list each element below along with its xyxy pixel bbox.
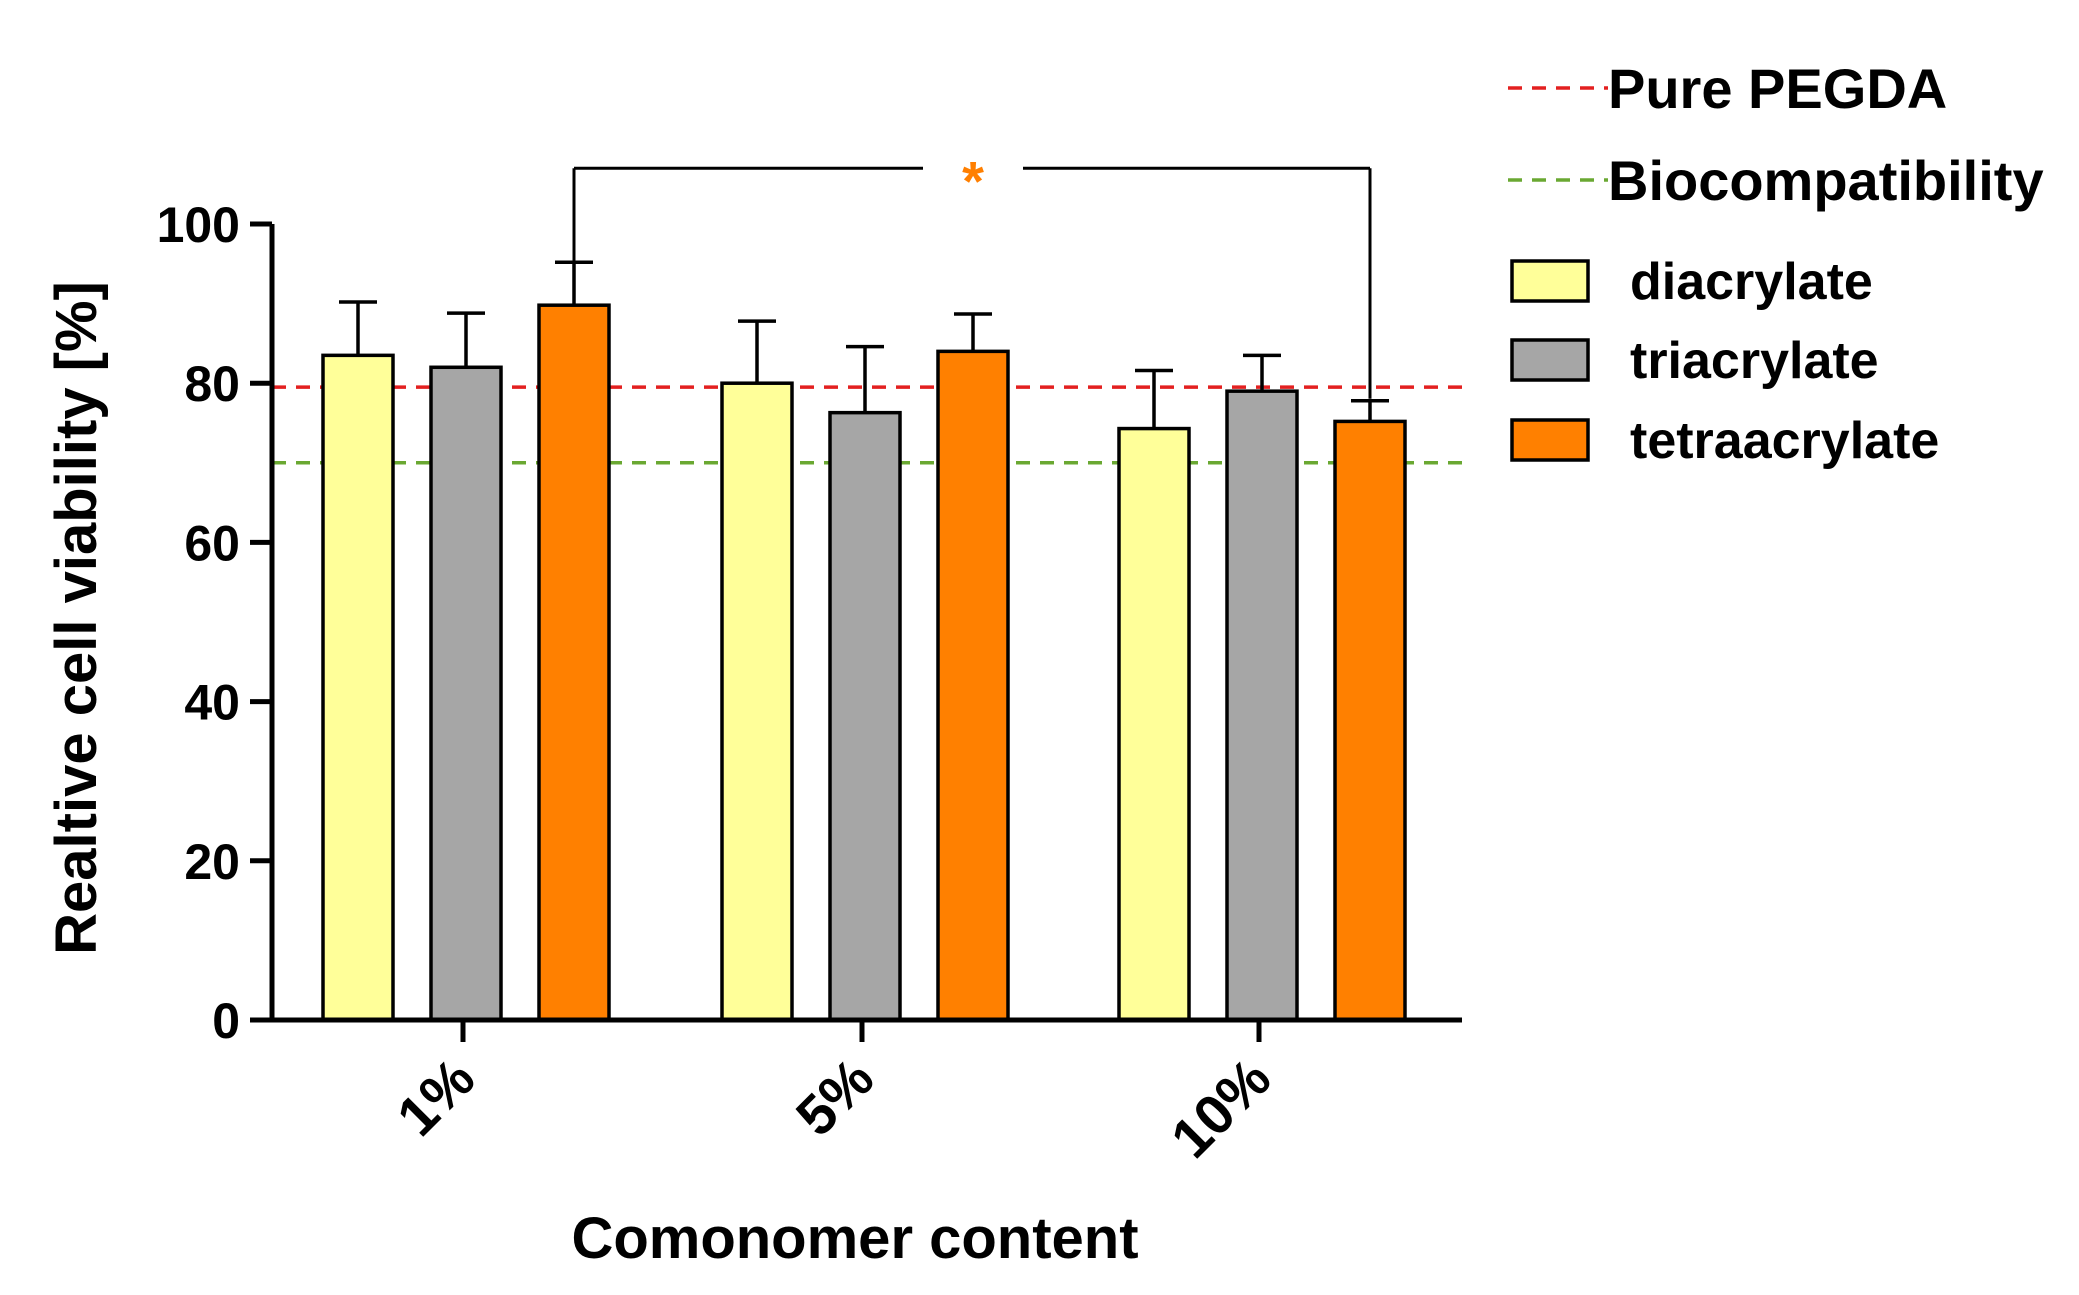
y-tick-label-40: 40: [184, 675, 240, 731]
significance-bracket: *: [572, 149, 1372, 399]
y-tick-label-80: 80: [184, 356, 240, 412]
bar-triacrylate-1pct: [429, 365, 503, 1022]
x-tick-label-10pct: 10%: [1159, 1046, 1283, 1170]
bar-diacrylate-5pct: [720, 381, 794, 1022]
legend-label-tetraacrylate: tetraacrylate: [1630, 412, 1939, 470]
legend-label-biocompatibility: Biocompatibility: [1608, 149, 2044, 212]
error-bars: [339, 260, 1389, 429]
y-tick-label-100: 100: [157, 197, 240, 253]
legend-swatch-diacrylate: [1510, 259, 1590, 303]
bar-tetraacrylate-1pct: [537, 303, 611, 1022]
bar-triacrylate-10pct: [1225, 389, 1299, 1022]
y-tick-label-60: 60: [184, 515, 240, 571]
bar-triacrylate-5pct: [828, 410, 902, 1022]
legend-label-diacrylate: diacrylate: [1630, 253, 1873, 311]
y-axis-ticks: 0 20 40 60 80 100: [157, 197, 272, 1049]
plot-area: 0 20 40 60 80 100 1% 5% 10% *: [157, 149, 1462, 1170]
x-tick-label-5pct: 5%: [784, 1046, 886, 1148]
legend: Pure PEGDA Biocompatibility diacrylate tria…: [1508, 57, 2044, 470]
axes: [269, 224, 1462, 1023]
x-tick-label-1pct: 1%: [385, 1046, 487, 1148]
legend-swatch-tetraacrylate: [1510, 418, 1590, 462]
bar-diacrylate-1pct: [321, 353, 395, 1022]
bar-diacrylate-10pct: [1117, 426, 1191, 1022]
x-axis-title: Comonomer content: [571, 1206, 1138, 1271]
legend-label-triacrylate: triacrylate: [1630, 332, 1879, 390]
legend-swatch-triacrylate: [1510, 338, 1590, 382]
y-tick-label-0: 0: [212, 993, 240, 1049]
bar-tetraacrylate-10pct: [1333, 419, 1407, 1022]
legend-label-pure-pegda: Pure PEGDA: [1608, 57, 1947, 120]
significance-star: *: [962, 149, 984, 212]
bar-tetraacrylate-5pct: [936, 349, 1010, 1022]
y-axis-title: Realtive cell viability [%]: [44, 281, 109, 955]
x-axis-ticks: 1% 5% 10%: [385, 1020, 1283, 1170]
y-tick-label-20: 20: [184, 834, 240, 890]
